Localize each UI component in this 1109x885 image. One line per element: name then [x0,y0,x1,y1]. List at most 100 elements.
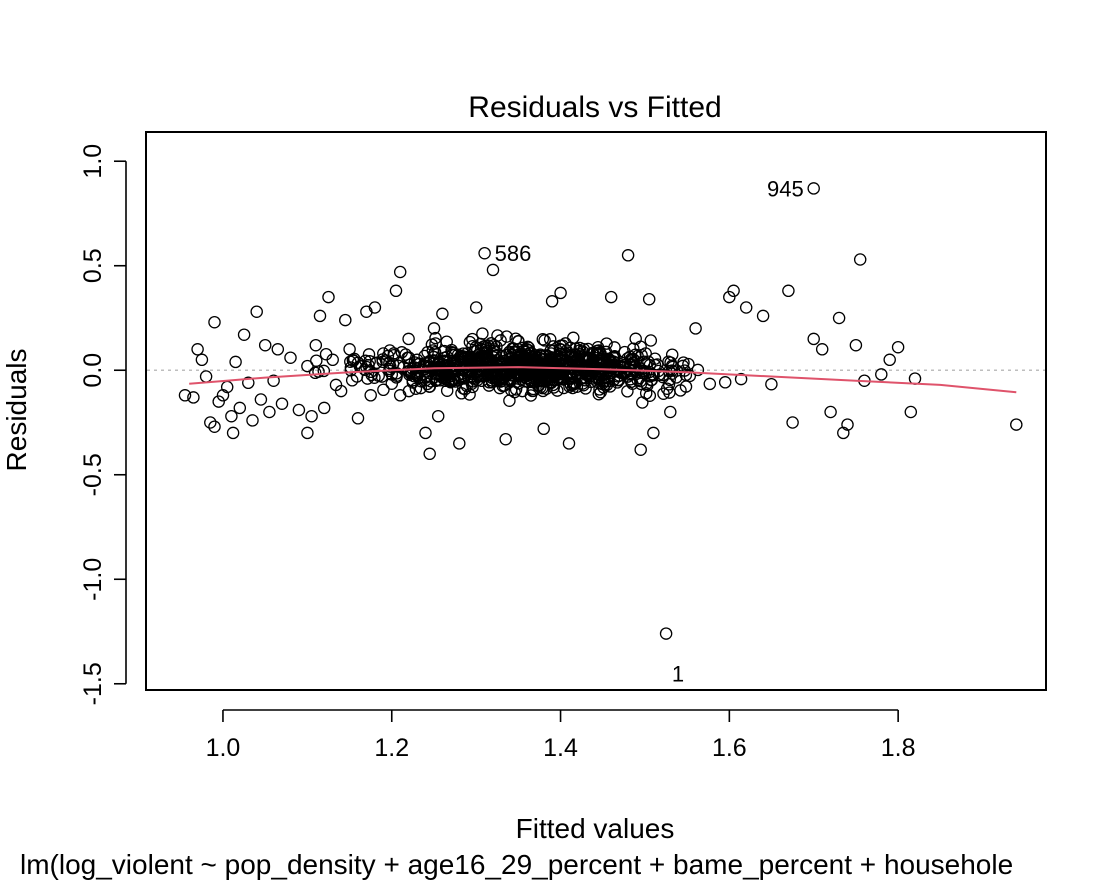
x-axis-label: Fitted values [516,813,675,844]
data-point [635,348,648,362]
y-tick-label: 1.0 [79,144,107,179]
point-annotations: 945 586 1 [495,176,804,686]
data-point [547,359,561,373]
data-point [263,405,276,419]
data-point [664,405,677,419]
data-point [402,384,416,398]
data-point [389,284,403,298]
point-label: 945 [767,176,804,201]
data-point [385,377,399,390]
data-point [786,416,799,429]
data-point [419,426,432,440]
data-point [466,332,479,346]
data-point [204,416,217,429]
data-point [468,345,481,358]
data-point [237,328,251,341]
x-tick-label: 1.4 [543,734,578,762]
data-point [423,447,436,461]
data-point [665,348,679,361]
data-point [756,309,770,323]
data-point [229,355,242,369]
y-tick-label: -0.5 [79,453,107,496]
data-point [616,360,629,373]
data-point [562,437,576,450]
data-point [429,331,442,345]
data-point [739,301,753,314]
x-tick-label: 1.0 [206,734,241,762]
data-point [208,420,221,433]
data-point [592,387,606,401]
data-point [275,397,289,410]
data-point [446,373,460,387]
data-point [195,353,209,367]
data-point [500,330,513,343]
data-point [689,322,702,335]
plot-frame [145,131,1047,691]
data-point [499,432,512,446]
data-point [226,426,240,440]
data-point [368,301,382,314]
data-point [503,345,516,359]
data-point [554,355,568,368]
data-point [406,373,419,387]
data-point [418,349,431,363]
data-point [824,405,837,419]
data-point [564,341,577,354]
data-point [734,372,748,386]
data-point [509,383,523,396]
data-point [225,409,238,423]
data-point [440,335,453,348]
data-point [807,182,820,195]
data-point [537,422,550,436]
data-point [637,367,651,380]
y-tick-label: -1.5 [79,662,107,705]
data-point [543,333,557,346]
data-point [364,389,377,402]
data-point [199,370,213,383]
data-point [317,401,331,415]
data-point [682,357,695,371]
data-point [455,350,468,364]
data-point [246,414,259,427]
data-point [515,347,529,360]
data-point [433,363,447,377]
data-point [476,327,489,340]
data-point [533,368,546,382]
data-point [592,364,606,378]
data-point [254,393,268,406]
smooth-trend-line [189,366,1017,394]
data-point [427,322,441,335]
data-point [664,356,677,369]
data-point [849,338,863,352]
y-tick-label: -1.0 [79,558,107,601]
data-point [423,380,436,393]
data-point [875,368,888,381]
data-point [390,367,403,380]
data-point [436,307,449,321]
data-point [554,286,567,300]
data-point [727,284,740,298]
data-point [345,374,359,387]
data-point [401,351,414,365]
data-point [393,389,407,402]
data-point [425,338,439,351]
data-point [208,315,221,329]
data-point [536,333,550,346]
data-point [250,305,263,318]
data-point [319,347,333,361]
data-point [503,394,516,407]
data-point [853,253,867,266]
data-point [242,376,255,390]
data-point [662,378,676,391]
chart-title: Residuals vs Fitted [468,91,721,124]
data-point [645,368,659,381]
data-point [187,391,200,404]
data-point [642,292,656,306]
data-point [377,383,390,397]
data-point [445,348,459,362]
data-point [564,369,577,383]
data-point [526,382,540,396]
data-point [404,366,417,380]
data-point [723,290,736,304]
